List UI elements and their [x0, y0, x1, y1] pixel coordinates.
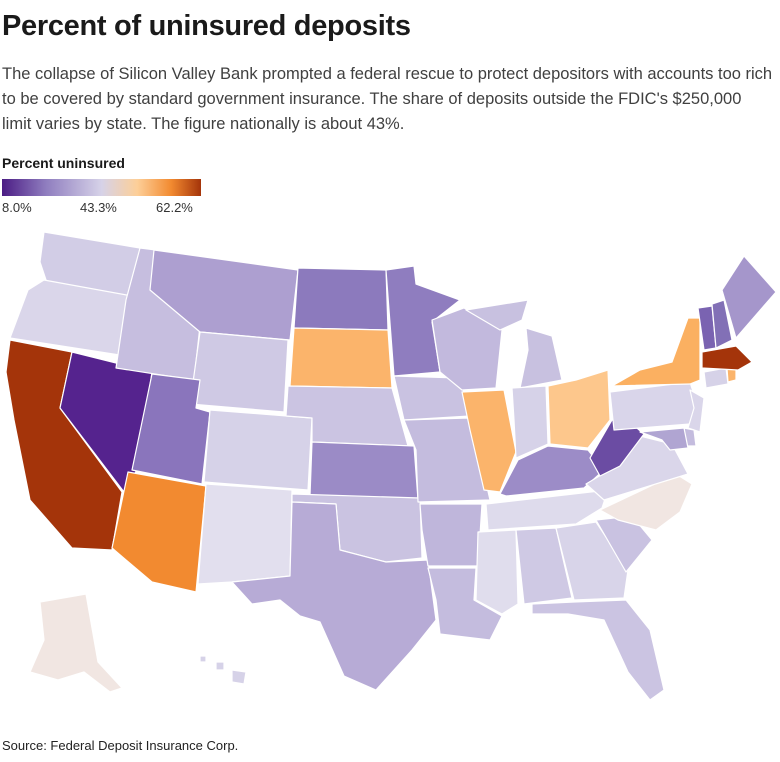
Minnesota[interactable]	[385, 265, 461, 377]
New Hampshire[interactable]	[711, 299, 733, 349]
Ohio[interactable]	[547, 369, 611, 449]
legend-max-label: 62.2%	[156, 200, 193, 215]
chart-title: Percent of uninsured deposits	[2, 10, 411, 42]
us-choropleth-map	[5, 231, 777, 701]
Louisiana[interactable]	[427, 567, 503, 641]
New Mexico[interactable]	[197, 483, 293, 585]
chart-subtitle: The collapse of Silicon Valley Bank prom…	[2, 65, 773, 133]
Arkansas[interactable]	[419, 503, 483, 567]
Alaska[interactable]	[29, 593, 123, 693]
Maryland[interactable]	[639, 427, 689, 451]
Hawaii[interactable]	[199, 655, 247, 685]
Wyoming[interactable]	[189, 331, 289, 413]
North Dakota[interactable]	[293, 267, 389, 331]
Indiana[interactable]	[511, 385, 549, 459]
Pennsylvania[interactable]	[609, 381, 699, 431]
Georgia[interactable]	[555, 521, 629, 601]
Arizona[interactable]	[111, 471, 207, 593]
Colorado[interactable]	[203, 409, 313, 491]
Florida[interactable]	[531, 599, 665, 701]
Wisconsin[interactable]	[431, 307, 503, 391]
legend-mid-label: 43.3%	[80, 200, 117, 215]
Connecticut[interactable]	[703, 367, 729, 389]
source-note: Source: Federal Deposit Insurance Corp.	[2, 738, 239, 753]
Tennessee[interactable]	[485, 489, 609, 531]
Michigan[interactable]	[465, 299, 563, 389]
Alabama[interactable]	[515, 527, 573, 605]
Illinois[interactable]	[461, 389, 517, 493]
legend-min-label: 8.0%	[2, 200, 32, 215]
Massachusetts[interactable]	[701, 345, 753, 371]
New York[interactable]	[611, 317, 701, 387]
Kansas[interactable]	[309, 441, 419, 501]
Maine[interactable]	[721, 255, 777, 339]
South Dakota[interactable]	[289, 327, 393, 389]
legend-title: Percent uninsured	[2, 155, 125, 171]
Mississippi[interactable]	[475, 529, 519, 615]
legend-color-ramp	[2, 179, 201, 196]
Oregon[interactable]	[9, 279, 133, 357]
Texas[interactable]	[231, 501, 437, 691]
